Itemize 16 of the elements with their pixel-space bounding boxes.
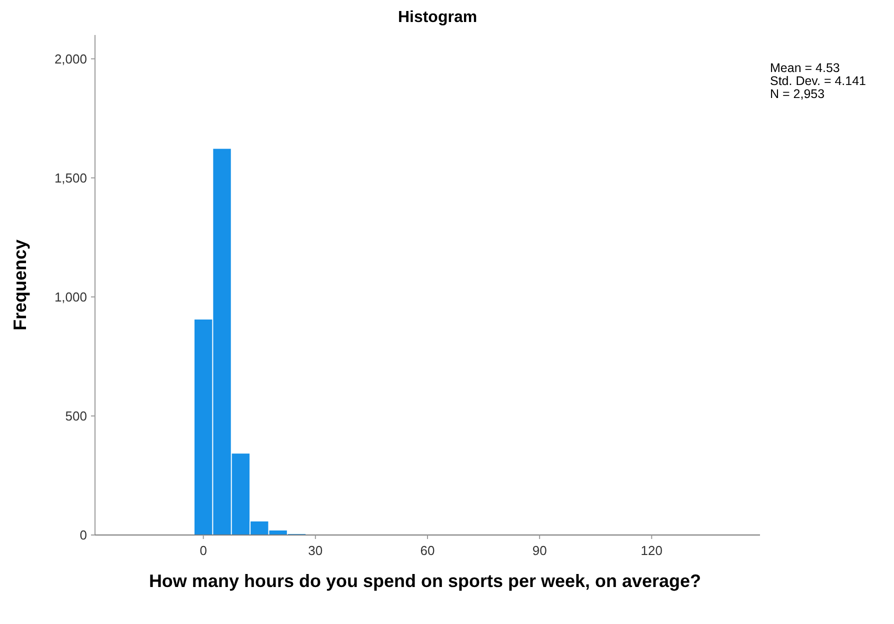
text: Std. Dev. = 4.141 (770, 74, 866, 88)
text: Mean = 4.53 (770, 61, 840, 75)
y-tick-label: 1,000 (54, 289, 87, 304)
text: N = 2,953 (770, 87, 825, 101)
y-tick-label: 500 (65, 408, 87, 424)
x-tick-label: 90 (532, 543, 547, 558)
y-axis-title: Frequency (10, 239, 30, 331)
x-axis-title: How many hours do you spend on sports per week, on average? (148, 571, 702, 591)
x-tick-label: 120 (640, 543, 663, 558)
x-tick-label: 30 (308, 543, 323, 558)
y-tick-label: 1,500 (54, 170, 87, 186)
x-tick-label: 60 (420, 543, 435, 558)
y-tick-label: 0 (80, 528, 87, 543)
x-tick-label: 0 (200, 543, 207, 558)
y-tick-label: 2,000 (54, 51, 87, 66)
chart-title: Histogram (398, 9, 478, 26)
